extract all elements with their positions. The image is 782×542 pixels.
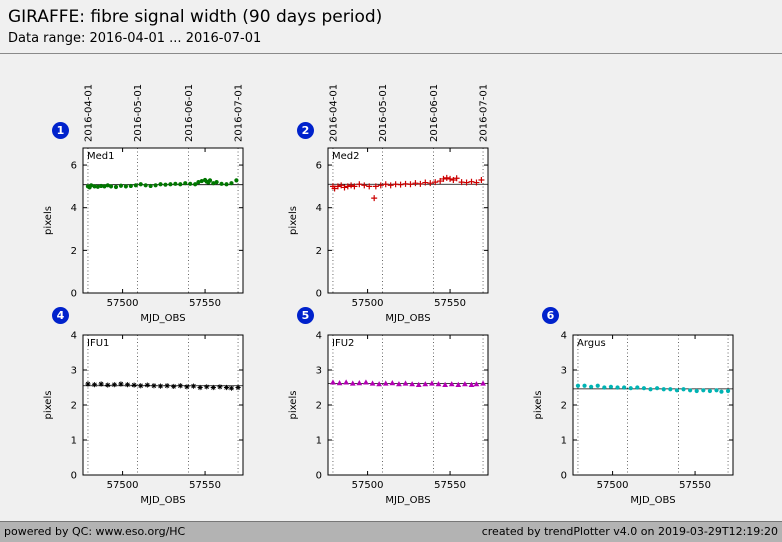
svg-text:57550: 57550	[679, 480, 711, 491]
svg-text:57550: 57550	[189, 298, 221, 309]
svg-text:2: 2	[561, 401, 567, 412]
svg-text:MJD_OBS: MJD_OBS	[385, 495, 430, 506]
med2-scatter-chart[interactable]: 2016-04-01 2016-05-01 2016-06-01 2016-07-01…	[283, 68, 533, 333]
svg-text:pixels: pixels	[533, 391, 544, 420]
svg-text:pixels: pixels	[43, 206, 54, 235]
svg-text:Argus: Argus	[577, 338, 606, 349]
svg-text:MJD_OBS: MJD_OBS	[630, 495, 675, 506]
plot-panel-ifu1: 4 0 1 2 3 4 57500 57550 IFU1 pixels MJD_OBS	[38, 307, 288, 510]
svg-text:0: 0	[316, 471, 322, 482]
page-title: GIRAFFE: fibre signal width (90 days per…	[8, 7, 383, 27]
svg-text:pixels: pixels	[43, 391, 54, 420]
svg-text:MJD_OBS: MJD_OBS	[140, 313, 185, 324]
plot-number-badge: 5	[297, 307, 314, 324]
svg-text:3: 3	[561, 366, 567, 377]
svg-text:pixels: pixels	[288, 391, 299, 420]
plot-number-badge: 4	[52, 307, 69, 324]
footer-created-by-text: created by trendPlotter v4.0 on 2019-03-…	[481, 525, 778, 538]
plot-panel-argus: 6 0 1 2 3 4 57500 57550 Argus pixels MJD_OBS	[528, 307, 778, 510]
svg-text:IFU1: IFU1	[87, 338, 109, 349]
svg-text:1: 1	[316, 436, 322, 447]
svg-text:57500: 57500	[352, 480, 384, 491]
svg-text:2: 2	[71, 401, 77, 412]
svg-text:6: 6	[71, 161, 77, 172]
svg-text:3: 3	[71, 366, 77, 377]
svg-text:0: 0	[561, 471, 567, 482]
svg-text:Med2: Med2	[332, 151, 360, 162]
svg-text:MJD_OBS: MJD_OBS	[140, 495, 185, 506]
svg-text:2016-06-01: 2016-06-01	[184, 84, 195, 142]
svg-text:2: 2	[316, 401, 322, 412]
svg-text:57550: 57550	[189, 480, 221, 491]
svg-text:6: 6	[316, 161, 322, 172]
argus-scatter-chart[interactable]: 0 1 2 3 4 57500 57550 Argus pixels MJD_OBS	[528, 315, 778, 510]
svg-text:2016-05-01: 2016-05-01	[133, 84, 144, 142]
plot-panel-med2: 2 2016-04-01 2016-05-01 2016-06-01 2016-07-…	[283, 68, 533, 333]
svg-text:pixels: pixels	[288, 206, 299, 235]
svg-text:4: 4	[316, 203, 322, 214]
svg-text:4: 4	[71, 331, 77, 342]
svg-text:57550: 57550	[434, 298, 466, 309]
med1-scatter-chart[interactable]: 2016-04-01 2016-05-01 2016-06-01 2016-07-01…	[38, 68, 288, 333]
svg-text:57500: 57500	[107, 298, 139, 309]
svg-text:2016-05-01: 2016-05-01	[378, 84, 389, 142]
svg-text:MJD_OBS: MJD_OBS	[385, 313, 430, 324]
svg-text:57500: 57500	[352, 298, 384, 309]
svg-text:4: 4	[71, 203, 77, 214]
svg-text:1: 1	[71, 436, 77, 447]
svg-text:2: 2	[316, 246, 322, 257]
plot-number-badge: 6	[542, 307, 559, 324]
svg-text:0: 0	[71, 289, 77, 300]
page-header: GIRAFFE: fibre signal width (90 days per…	[0, 0, 782, 54]
svg-text:1: 1	[561, 436, 567, 447]
svg-text:IFU2: IFU2	[332, 338, 354, 349]
footer-bar: powered by QC: www.eso.org/HC created by…	[0, 521, 782, 542]
plot-panel-med1: 1 2016-04-01 2016-05-01 2016-06-01 2016-07-…	[38, 68, 288, 333]
svg-text:4: 4	[561, 331, 567, 342]
svg-text:2016-07-01: 2016-07-01	[479, 84, 490, 142]
plot-panel-ifu2: 5 0 1 2 3 4 57500 57550 IFU2 pixels MJD_OBS	[283, 307, 533, 510]
svg-text:2016-04-01: 2016-04-01	[328, 84, 339, 142]
svg-text:0: 0	[316, 289, 322, 300]
plot-number-badge: 1	[52, 122, 69, 139]
svg-text:2016-07-01: 2016-07-01	[234, 84, 245, 142]
svg-text:57550: 57550	[434, 480, 466, 491]
footer-qc-link[interactable]: powered by QC: www.eso.org/HC	[4, 525, 186, 538]
svg-text:57500: 57500	[597, 480, 629, 491]
ifu2-scatter-chart[interactable]: 0 1 2 3 4 57500 57550 IFU2 pixels MJD_OBS	[283, 315, 533, 510]
ifu1-scatter-chart[interactable]: 0 1 2 3 4 57500 57550 IFU1 pixels MJD_OBS	[38, 315, 288, 510]
svg-text:0: 0	[71, 471, 77, 482]
plot-number-badge: 2	[297, 122, 314, 139]
svg-text:2016-04-01: 2016-04-01	[83, 84, 94, 142]
svg-text:4: 4	[316, 331, 322, 342]
svg-text:Med1: Med1	[87, 151, 115, 162]
svg-text:3: 3	[316, 366, 322, 377]
svg-text:2: 2	[71, 246, 77, 257]
svg-text:57500: 57500	[107, 480, 139, 491]
data-range-subtitle: Data range: 2016-04-01 ... 2016-07-01	[8, 31, 262, 46]
svg-text:2016-06-01: 2016-06-01	[429, 84, 440, 142]
